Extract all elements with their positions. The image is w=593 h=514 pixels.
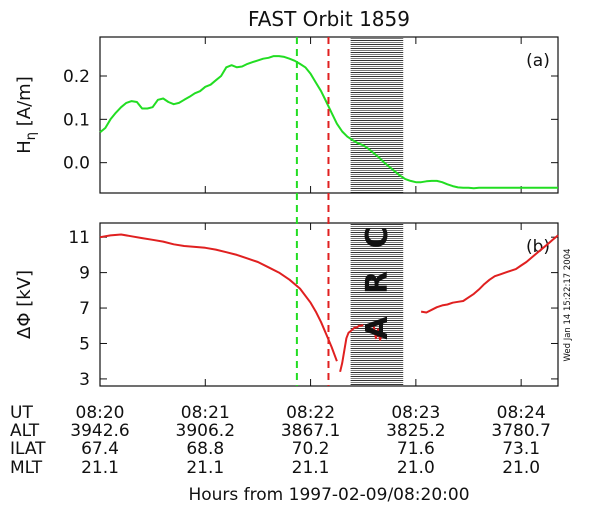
table-cell: 68.8 bbox=[186, 439, 224, 459]
arc-region-top bbox=[351, 37, 404, 193]
table-cell: 21.1 bbox=[186, 458, 224, 478]
y-tick-label: 3 bbox=[79, 370, 90, 390]
table-row-label: ILAT bbox=[10, 439, 46, 459]
table-cell: 08:23 bbox=[391, 403, 440, 423]
table-row-label: MLT bbox=[10, 458, 43, 478]
table-cell: 08:22 bbox=[286, 403, 335, 423]
table-cell: 21.0 bbox=[502, 458, 540, 478]
table-cell: 67.4 bbox=[81, 439, 119, 459]
timestamp-label: Wed Jan 14 15:22:17 2004 bbox=[563, 248, 573, 361]
panel-label: (a) bbox=[526, 51, 550, 71]
y-tick-label: 0.1 bbox=[63, 110, 90, 130]
y-tick-label: 5 bbox=[79, 334, 90, 354]
table-cell: 3867.1 bbox=[281, 421, 340, 441]
table-cell: 21.1 bbox=[81, 458, 119, 478]
table-cell: 21.1 bbox=[292, 458, 330, 478]
table-cell: 08:21 bbox=[181, 403, 230, 423]
table-cell: 70.2 bbox=[292, 439, 330, 459]
table-cell: 3906.2 bbox=[176, 421, 235, 441]
panel-label: (b) bbox=[526, 237, 550, 257]
y-tick-label: 0.0 bbox=[63, 154, 90, 174]
table-cell: 73.1 bbox=[502, 439, 540, 459]
table-cell: 08:20 bbox=[76, 403, 125, 423]
table-row-label: ALT bbox=[10, 421, 40, 441]
arc-label: A R C bbox=[360, 220, 395, 339]
table-cell: 08:24 bbox=[497, 403, 546, 423]
chart-title: FAST Orbit 1859 bbox=[248, 7, 410, 31]
y-axis-label-b: ΔΦ [kV] bbox=[14, 270, 35, 339]
y-tick-label: 11 bbox=[68, 228, 90, 248]
table-cell: 71.6 bbox=[397, 439, 435, 459]
table-cell: 3942.6 bbox=[70, 421, 129, 441]
table-cell: 3825.2 bbox=[386, 421, 445, 441]
y-tick-label: 7 bbox=[79, 299, 90, 319]
y-tick-label: 9 bbox=[79, 264, 90, 284]
y-tick-label: 0.2 bbox=[63, 67, 90, 87]
table-row-label: UT bbox=[10, 403, 33, 423]
x-axis-label: Hours from 1997-02-09/08:20:00 bbox=[188, 485, 469, 505]
y-axis-label-a: Hη [A/m] bbox=[14, 76, 39, 153]
series-line bbox=[100, 235, 337, 362]
table-cell: 21.0 bbox=[397, 458, 435, 478]
table-cell: 3780.7 bbox=[491, 421, 550, 441]
